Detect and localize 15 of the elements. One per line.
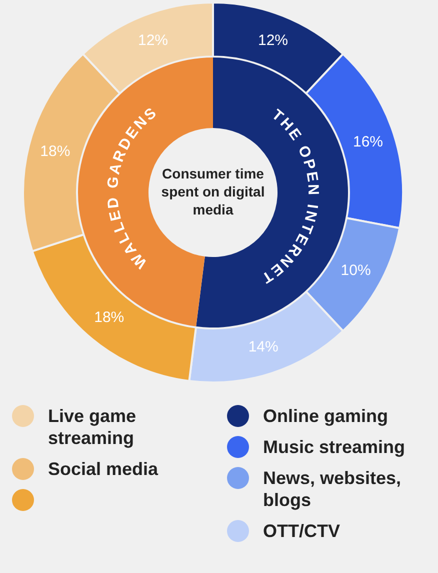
data-label: 16% [352,133,384,150]
legend-label: Online gaming [263,405,388,427]
data-label: 10% [340,262,371,280]
category-label: WALLED GARDENS [104,104,160,272]
legend-label: Music streaming [263,436,406,458]
text: Consumer time spent on digital media [161,165,265,218]
data-label: 18% [94,309,124,326]
legend-label: OTT/CTV [263,520,340,542]
data-label: 14% [248,338,278,356]
data-label: 12% [138,32,168,50]
legend-label: Social media [48,458,158,480]
legend-label: Live game streaming [48,405,138,449]
data-label: 18% [40,143,70,160]
data-label: 12% [258,32,288,50]
legend-label: News, websites, blogs [263,467,402,511]
